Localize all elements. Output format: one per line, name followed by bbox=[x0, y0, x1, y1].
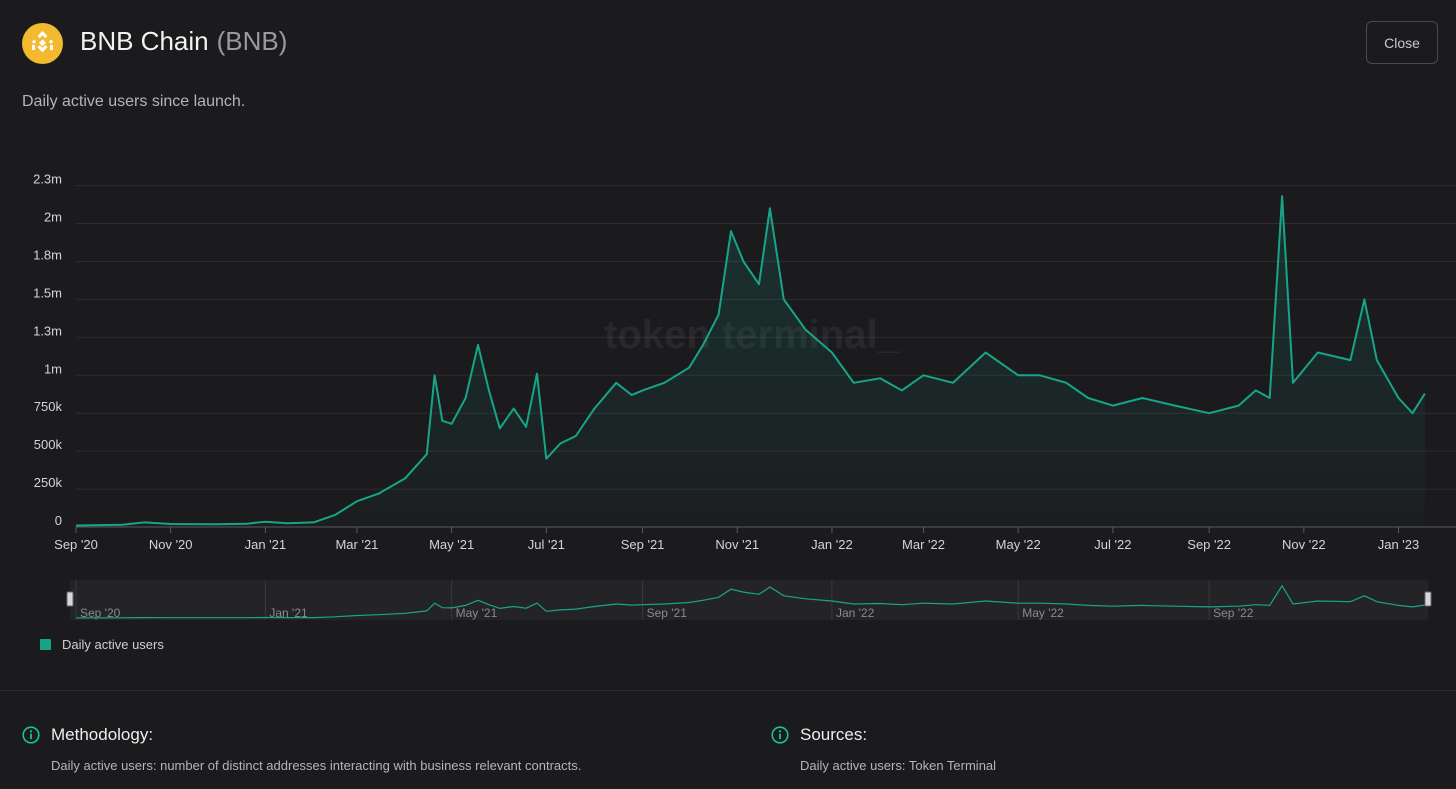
methodology-title: Methodology: bbox=[51, 725, 154, 744]
navigator-tick-label: Sep '22 bbox=[1213, 606, 1254, 620]
section-divider bbox=[0, 690, 1456, 691]
x-tick-label: Nov '20 bbox=[149, 537, 193, 552]
info-icon bbox=[22, 726, 40, 744]
navigator-tick-label: May '21 bbox=[456, 606, 498, 620]
x-tick-label: Nov '22 bbox=[1282, 537, 1326, 552]
header: BNB Chain (BNB) Close bbox=[0, 0, 1456, 90]
y-tick-label: 1m bbox=[44, 361, 62, 376]
x-tick-label: Sep '22 bbox=[1187, 537, 1231, 552]
methodology-text: Daily active users: number of distinct a… bbox=[51, 758, 582, 773]
y-tick-label: 1.5m bbox=[33, 285, 62, 300]
navigator-right-handle[interactable] bbox=[1424, 591, 1432, 607]
y-tick-label: 750k bbox=[34, 399, 63, 414]
x-tick-label: Jul '21 bbox=[528, 537, 565, 552]
chain-ticker: (BNB) bbox=[216, 26, 288, 56]
x-tick-label: Jan '23 bbox=[1378, 537, 1420, 552]
navigator-tick-label: May '22 bbox=[1022, 606, 1064, 620]
chain-name: BNB Chain bbox=[80, 26, 209, 56]
series-area-daily-active-users bbox=[76, 196, 1425, 527]
navigator-tick-label: Jan '22 bbox=[836, 606, 875, 620]
x-tick-label: Sep '21 bbox=[621, 537, 665, 552]
bnb-logo-icon bbox=[22, 23, 63, 64]
x-tick-label: Jul '22 bbox=[1094, 537, 1131, 552]
y-tick-label: 1.8m bbox=[33, 247, 62, 262]
y-tick-label: 0 bbox=[55, 513, 62, 528]
navigator-tick-label: Sep '21 bbox=[647, 606, 688, 620]
close-button[interactable]: Close bbox=[1366, 21, 1438, 64]
y-tick-label: 2m bbox=[44, 210, 62, 225]
series-line-daily-active-users bbox=[75, 195, 1426, 527]
page-title: BNB Chain (BNB) bbox=[80, 26, 287, 57]
sources-text: Daily active users: Token Terminal bbox=[800, 758, 997, 773]
navigator-left-handle[interactable] bbox=[66, 591, 74, 607]
y-tick-label: 1.3m bbox=[33, 323, 62, 338]
x-tick-label: Mar '22 bbox=[902, 537, 945, 552]
legend-item-daily-active-users[interactable]: Daily active users bbox=[40, 637, 164, 652]
y-tick-label: 500k bbox=[34, 437, 63, 452]
legend-swatch bbox=[40, 639, 51, 650]
x-tick-label: Nov '21 bbox=[715, 537, 759, 552]
navigator-tick-label: Jan '21 bbox=[269, 606, 308, 620]
x-tick-label: Mar '21 bbox=[335, 537, 378, 552]
sources-title: Sources: bbox=[800, 725, 868, 744]
navigator-tick-label: Sep '20 bbox=[80, 606, 121, 620]
navigator-background bbox=[70, 580, 1428, 620]
x-tick-label: May '22 bbox=[996, 537, 1041, 552]
x-tick-label: Sep '20 bbox=[54, 537, 98, 552]
legend-label: Daily active users bbox=[62, 637, 164, 652]
y-tick-label: 2.3m bbox=[33, 172, 62, 187]
methodology-section: Methodology: Daily active users: number … bbox=[22, 725, 581, 773]
x-tick-label: Jan '21 bbox=[245, 537, 287, 552]
x-tick-label: Jan '22 bbox=[811, 537, 853, 552]
info-icon bbox=[771, 726, 789, 744]
y-tick-label: 250k bbox=[34, 475, 63, 490]
sources-section: Sources: Daily active users: Token Termi… bbox=[771, 725, 996, 773]
chart-subtitle: Daily active users since launch. bbox=[22, 93, 246, 110]
x-tick-label: May '21 bbox=[429, 537, 474, 552]
navigator-series-line bbox=[75, 584, 1425, 619]
dau-chart[interactable]: 0 250k 500k 750k 1m 1.3m 1.5m 1.8m 2m 2.3m Sep '20… bbox=[0, 150, 1456, 625]
